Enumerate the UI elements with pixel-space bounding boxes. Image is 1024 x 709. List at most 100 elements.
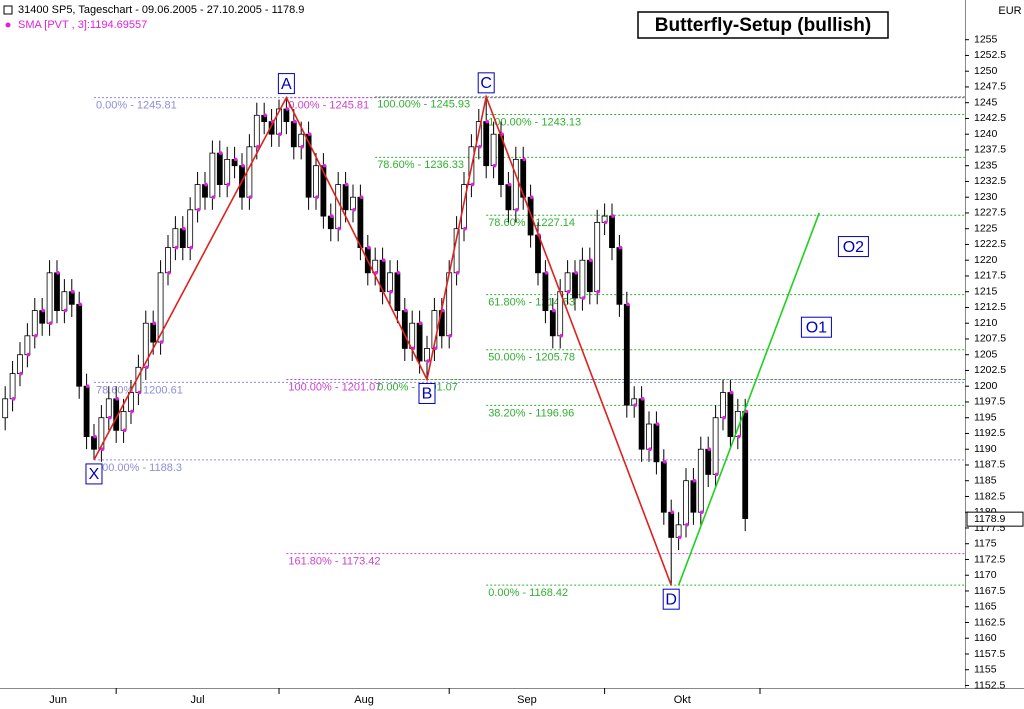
y-tick-label: 1152.5 (974, 679, 1005, 691)
sma-dot (374, 271, 378, 275)
sma-dot (381, 258, 386, 263)
candle-body (105, 398, 112, 419)
candle-body (616, 247, 623, 305)
candle-body (564, 272, 571, 293)
candle-body (91, 436, 97, 450)
y-tick-label: 1217.5 (974, 270, 1006, 282)
x-tick-label: Okt (674, 694, 691, 706)
sma-dot (278, 132, 282, 136)
y-tick-label: 1222.5 (974, 238, 1006, 250)
y-tick-label: 1157.5 (974, 648, 1005, 660)
y-tick-label: 1160 (974, 632, 997, 644)
fib-label: 100.00% - 1245.93 (377, 99, 470, 111)
sma-dot (729, 390, 734, 395)
sma-dot (122, 428, 127, 433)
point-box (277, 73, 295, 95)
candle-body (17, 354, 23, 375)
y-tick-label: 1182.5 (974, 490, 1005, 502)
header: 31400 SP5, Tageschart - 09.06.2005 - 27.… (18, 4, 304, 16)
sma-dot (196, 208, 201, 212)
candle-body (535, 234, 541, 274)
pattern-line (93, 93, 672, 586)
point-label: D (665, 591, 677, 608)
sma-dot (611, 214, 615, 218)
y-tick-label: 1220 (974, 254, 998, 266)
candle-body (83, 385, 90, 438)
sma-dot (344, 182, 349, 187)
sma-dot (685, 523, 689, 527)
candle-body (216, 152, 223, 186)
candle-body (668, 511, 675, 538)
sma-dot (737, 434, 741, 439)
candle-body (424, 348, 430, 362)
sma-dot (426, 359, 430, 363)
candle-body (165, 247, 171, 274)
last-price: 1178.9 (974, 513, 1005, 525)
sma-dot (218, 151, 223, 155)
sma-dot (85, 384, 90, 389)
last-price-box (966, 511, 1024, 527)
candle-body (120, 411, 127, 431)
sma-dot (78, 302, 82, 307)
y-tick-label: 1242.5 (974, 112, 1006, 124)
y-tick-label: 1162.5 (974, 616, 1005, 628)
fib-label: 0.00% - 1245.81 (96, 99, 177, 111)
sma-dot (470, 182, 475, 187)
point-box (477, 72, 495, 94)
sma-dot (93, 434, 97, 439)
y-tick-label: 1245 (974, 96, 998, 108)
x-tick-label: Jun (49, 694, 67, 706)
sma-dot (626, 302, 630, 307)
candle-body (705, 448, 712, 475)
sma-dot (263, 113, 267, 118)
sma-dot (19, 371, 23, 376)
candle-body (594, 222, 601, 293)
candle-body (512, 158, 519, 211)
fib-label: 0.00% - 1168.42 (488, 587, 568, 599)
y-tick-label: 1215 (974, 285, 998, 297)
fib-label: 78.60% - 1236.33 (377, 159, 464, 171)
candle-body (76, 303, 83, 387)
fib-label: 100.00% - 1201.07 (288, 381, 381, 393)
sma-dot (655, 422, 660, 426)
candle-body (646, 423, 652, 450)
candle-body (194, 184, 201, 211)
candle-body (720, 392, 726, 419)
sma-dot (603, 220, 608, 225)
sma-dot (366, 245, 371, 250)
candle-body (572, 272, 578, 299)
x-tick-label: Jul (191, 694, 205, 706)
candle-body (224, 158, 231, 186)
title-box (637, 11, 889, 39)
sma-dot (707, 447, 712, 452)
sma-dot (640, 397, 645, 401)
sma-dot (700, 510, 704, 515)
sma-dot (300, 144, 304, 149)
y-tick-label: 1235 (974, 159, 998, 171)
fib-label: 100.00% - 1188.3 (96, 462, 182, 474)
y-tick-label: 1175 (974, 538, 997, 550)
sma-dot (574, 271, 578, 275)
sma-dot (448, 334, 452, 338)
y-tick-label: 1200 (974, 380, 998, 392)
y-tick-label: 1237.5 (974, 144, 1006, 156)
sma-dot (241, 163, 245, 168)
sma-dot (389, 289, 393, 294)
y-tick-label: 1155 (974, 664, 997, 676)
y-tick-label: 1197.5 (974, 396, 1005, 408)
indicator-label: SMA [PVT , 3]:1194.69557 (18, 19, 147, 31)
sma-dot (189, 245, 193, 250)
candle-body (350, 196, 356, 211)
point-box (85, 463, 103, 485)
point-label: X (89, 466, 100, 483)
candle-body (290, 121, 297, 148)
y-tick-label: 1227.5 (974, 207, 1006, 219)
sma-dot (463, 226, 467, 231)
sma-dot (529, 195, 534, 200)
candle-body (253, 114, 260, 148)
candle-body (505, 184, 512, 211)
x-tick-label: Aug (354, 694, 374, 706)
candle-body (697, 448, 704, 513)
y-tick-label: 1202.5 (974, 364, 1006, 376)
